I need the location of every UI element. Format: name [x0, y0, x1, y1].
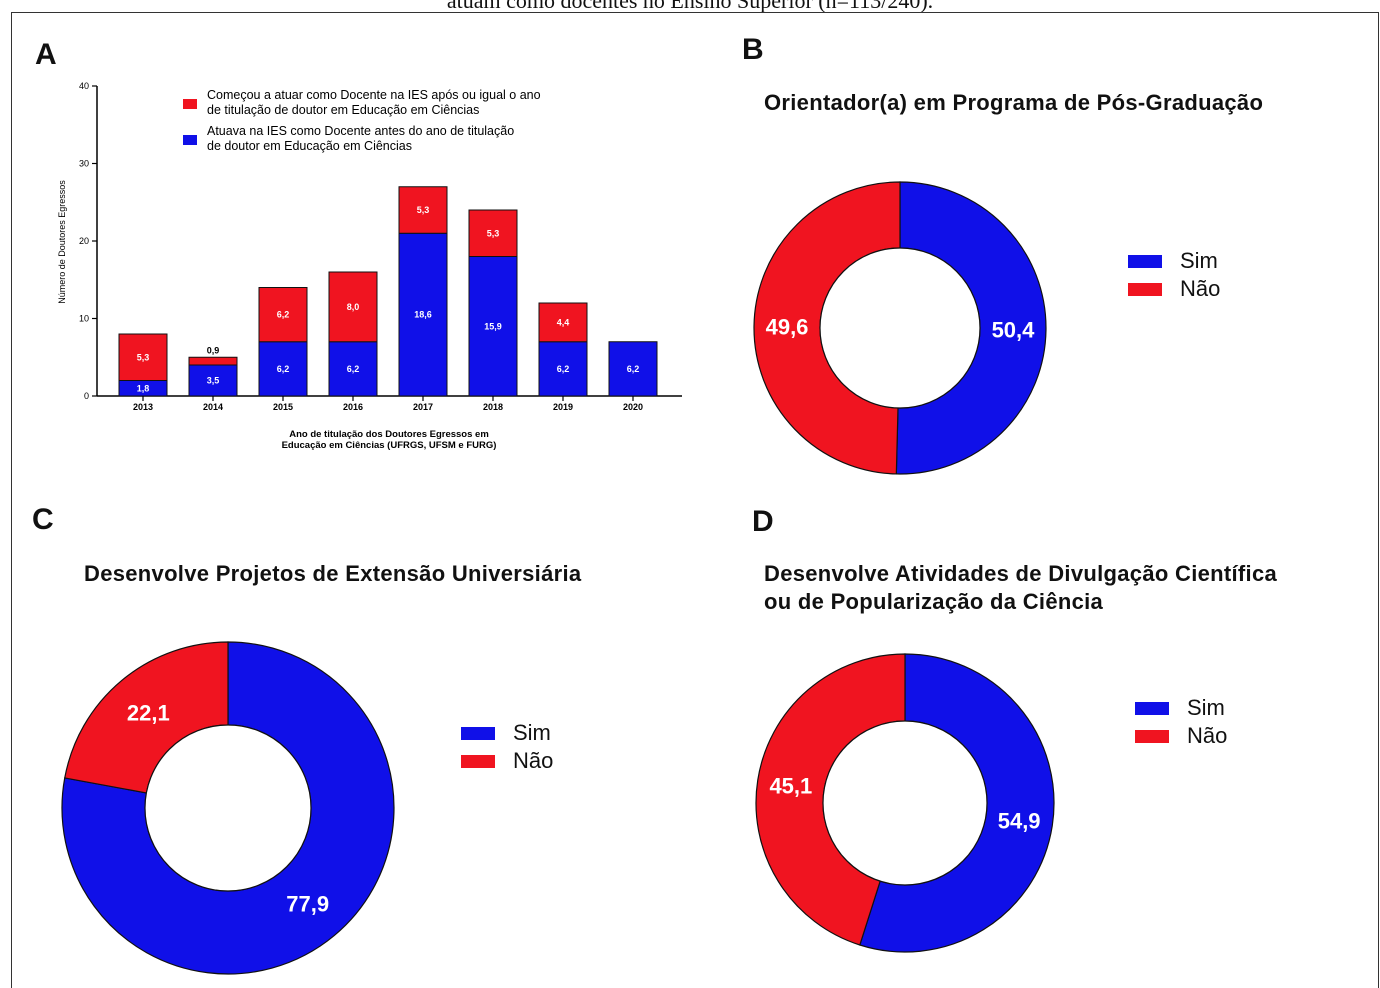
bar-data-label: 5,3 [487, 228, 500, 238]
legend-swatch-nao [1128, 282, 1162, 296]
bar-data-label: 1,8 [137, 383, 150, 393]
bar-data-label: 8,0 [347, 302, 360, 312]
legend-label-sim: Sim [1180, 248, 1218, 273]
x-tick-label: 2017 [413, 402, 433, 412]
legend-swatch-nao [461, 754, 495, 768]
bar-data-label: 6,2 [277, 310, 290, 320]
chart-d-title-line-2: ou de Popularização da Ciência [764, 589, 1104, 614]
legend-swatch-sim [461, 726, 495, 740]
legend-label-line: Atuava na IES como Docente antes do ano … [207, 124, 514, 138]
legend-label-nao: Não [1180, 276, 1221, 301]
y-tick-label: 40 [79, 81, 89, 91]
bar-data-label: 6,2 [347, 364, 360, 374]
legend-item-sim: Sim [461, 719, 553, 747]
bar-data-label: 18,6 [414, 310, 432, 320]
legend-item-sim: Sim [1128, 247, 1220, 275]
x-axis-label-line: Educação em Ciências (UFRGS, UFSM e FURG… [282, 440, 497, 451]
bar-segment [328, 271, 378, 343]
x-tick-label: 2016 [343, 402, 363, 412]
legend-swatch-nao [1135, 729, 1169, 743]
bar-data-label: 3,5 [207, 376, 220, 386]
legend-swatch [183, 99, 197, 109]
legend-item-sim: Sim [1135, 694, 1227, 722]
panel-letter-a: A [35, 38, 57, 71]
donut-data-label: 50,4 [992, 317, 1036, 342]
bar-segment [328, 341, 378, 397]
donut-data-label: 54,9 [998, 809, 1041, 834]
legend-label-line: Começou a atuar como Docente na IES após… [207, 88, 541, 102]
bar-data-label: 6,2 [557, 364, 570, 374]
chart-d-title-line-1: Desenvolve Atividades de Divulgação Cien… [764, 561, 1278, 586]
donut-data-label: 45,1 [769, 773, 812, 798]
y-tick-label: 30 [79, 159, 89, 169]
x-tick-label: 2014 [203, 402, 223, 412]
chart-d-legend: Sim Não [1135, 694, 1227, 750]
bar-data-label: 6,2 [277, 364, 290, 374]
legend-item-nao: Não [1135, 722, 1227, 750]
donut-data-label: 77,9 [286, 892, 329, 917]
x-tick-label: 2015 [273, 402, 293, 412]
chart-d-title: Desenvolve Atividades de Divulgação Cien… [764, 560, 1277, 616]
chart-c-legend: Sim Não [461, 719, 553, 775]
bar-segment [258, 287, 308, 343]
donut-hole [822, 720, 988, 886]
x-axis-label-line: Ano de titulação dos Doutores Egressos e… [289, 429, 489, 440]
bar-data-label: 5,3 [137, 352, 150, 362]
chart-b-title: Orientador(a) em Programa de Pós-Graduaç… [764, 90, 1264, 115]
bar-segment [608, 341, 658, 397]
donut-hole [819, 247, 981, 409]
figure-frame [11, 12, 1379, 988]
y-axis-label: Número de Doutores Egressos [57, 180, 67, 304]
y-tick-label: 0 [84, 391, 89, 401]
legend-swatch [183, 135, 197, 145]
bar-segment [398, 186, 448, 234]
bar-segment [398, 232, 448, 397]
bar-data-label: 4,4 [557, 317, 570, 327]
figure-caption: atuam como docentes no Ensino Superior (… [446, 0, 934, 13]
legend-label-sim: Sim [513, 720, 551, 745]
bar-data-label: 6,2 [627, 364, 640, 374]
legend-item-nao: Não [1128, 275, 1220, 303]
x-tick-label: 2018 [483, 402, 503, 412]
bar-segment [188, 356, 238, 366]
chart-b-legend: Sim Não [1128, 247, 1220, 303]
x-tick-label: 2019 [553, 402, 573, 412]
bar-segment [538, 302, 588, 343]
legend-swatch-sim [1128, 254, 1162, 268]
donut-data-label: 22,1 [127, 700, 170, 725]
panel-letter-b: B [742, 33, 764, 66]
legend-label-sim: Sim [1187, 695, 1225, 720]
legend-label-nao: Não [513, 748, 554, 773]
legend-swatch-sim [1135, 701, 1169, 715]
bar-segment [118, 333, 168, 381]
x-tick-label: 2013 [133, 402, 153, 412]
legend-label-line: de titulação de doutor em Educação em Ci… [207, 103, 479, 117]
donut-data-label: 49,6 [766, 315, 809, 340]
legend-label-nao: Não [1187, 723, 1228, 748]
chart-c-title: Desenvolve Projetos de Extensão Universi… [84, 561, 582, 586]
panel-letter-c: C [32, 503, 54, 536]
panel-letter-d: D [752, 505, 774, 538]
y-tick-label: 10 [79, 314, 89, 324]
bar-segment [468, 209, 518, 257]
bar-data-label: 0,9 [207, 345, 220, 355]
bar-data-label: 5,3 [417, 205, 430, 215]
donut-hole [144, 724, 312, 892]
legend-item-nao: Não [461, 747, 553, 775]
legend-label-line: de doutor em Educação em Ciências [207, 139, 412, 153]
x-tick-label: 2020 [623, 402, 643, 412]
y-tick-label: 20 [79, 236, 89, 246]
bar-data-label: 15,9 [484, 321, 502, 331]
